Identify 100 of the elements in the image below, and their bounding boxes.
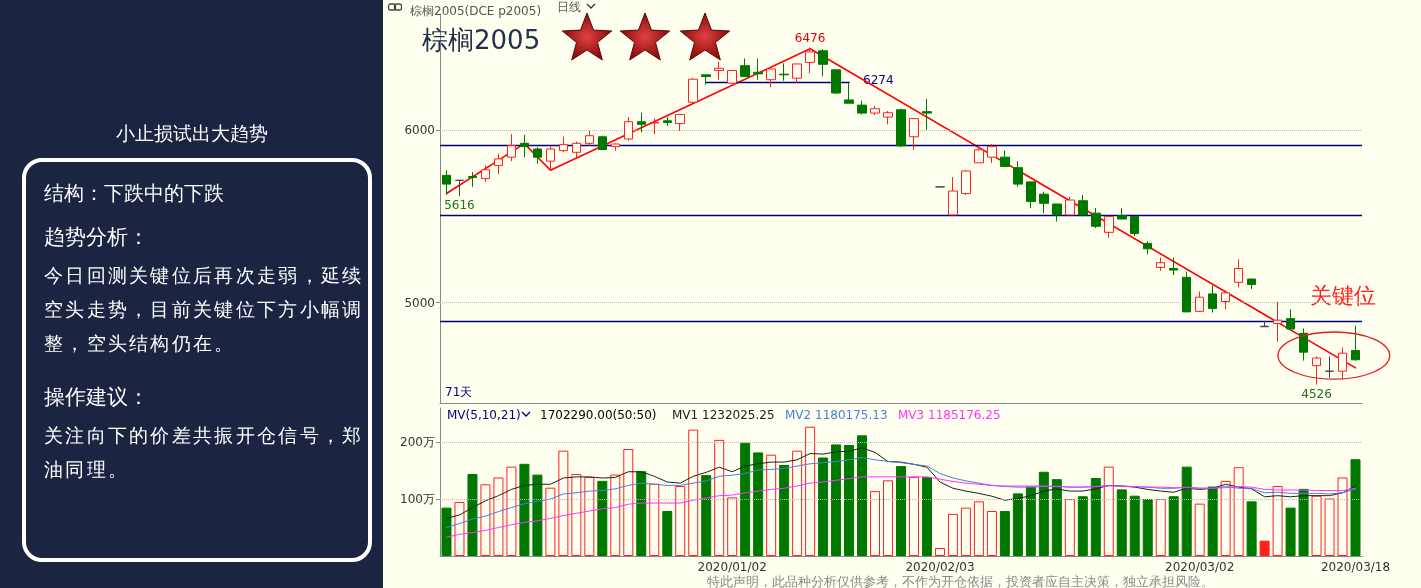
bar	[792, 450, 803, 556]
bar	[1194, 503, 1205, 556]
bar	[1116, 489, 1127, 556]
annotation: MV3 1185176.25	[898, 408, 1001, 422]
candlestick	[637, 112, 646, 133]
bar	[831, 444, 842, 556]
bar	[675, 485, 686, 556]
line-series	[445, 476, 1357, 538]
text: 特此声明，此品种分析仅供参考，不作为开仓依据，投资者应自主决策，独立承担风险。	[706, 574, 1214, 588]
candlestick	[883, 110, 893, 125]
x-tick-label: 2020/01/02	[697, 560, 767, 574]
chart-subtitle: 棕榈2005(DCE p2005)	[410, 4, 542, 18]
bar	[883, 480, 894, 556]
bar	[973, 501, 984, 556]
text: 小止损试出大趋势	[114, 121, 269, 146]
bar	[1220, 480, 1231, 556]
bar	[454, 501, 465, 556]
bar	[921, 476, 932, 556]
candlestick	[1234, 258, 1243, 288]
bar	[714, 439, 725, 556]
bar	[558, 450, 569, 556]
bar	[766, 454, 777, 556]
candlestick	[455, 179, 464, 197]
y-tick-label: 100万	[400, 492, 435, 507]
x-tick-label: 2020/03/02	[1165, 560, 1235, 574]
candlestick	[585, 130, 594, 147]
candlestick	[948, 176, 958, 216]
bar	[623, 448, 634, 556]
candlestick	[961, 169, 971, 196]
annotation: 5616	[444, 198, 475, 213]
bar	[662, 511, 673, 556]
candlestick	[1039, 191, 1049, 214]
candlestick	[1156, 257, 1165, 272]
bar	[779, 464, 790, 556]
candlestick	[611, 142, 620, 152]
bar	[844, 445, 855, 556]
candlestick	[663, 116, 672, 127]
bar	[753, 452, 764, 556]
x-tick-label: 2020/02/03	[905, 560, 975, 574]
bar	[1077, 496, 1088, 556]
bar	[519, 463, 530, 556]
x-tick-label: 2020/03/18	[1320, 560, 1391, 574]
bar	[441, 507, 452, 556]
candlestick	[1000, 150, 1010, 168]
candlestick	[533, 146, 542, 165]
bar	[999, 511, 1010, 556]
bar	[947, 513, 958, 556]
bar	[1090, 478, 1101, 556]
candlestick	[1286, 308, 1295, 330]
annotation: 6476	[794, 30, 826, 45]
bar	[1168, 496, 1179, 556]
candlestick	[1247, 278, 1256, 290]
candlestick	[831, 69, 841, 95]
candlestick	[805, 47, 815, 74]
candlestick	[753, 57, 763, 81]
candlestick	[468, 171, 477, 188]
candlestick	[572, 140, 581, 158]
candlestick	[1130, 215, 1139, 237]
candlestick	[1104, 215, 1114, 239]
candlestick	[1026, 181, 1036, 209]
candlestick	[1325, 355, 1334, 379]
candlestick	[792, 63, 802, 84]
bar	[1337, 477, 1348, 556]
candlestick	[1169, 257, 1178, 276]
bar	[480, 484, 491, 556]
bar	[960, 507, 971, 556]
candlestick	[857, 100, 867, 115]
candlestick	[688, 77, 698, 104]
candlestick	[598, 135, 607, 151]
candlestick	[974, 145, 984, 164]
candlestick	[766, 68, 776, 88]
bar	[1272, 485, 1283, 556]
candlestick	[1338, 347, 1347, 380]
bar	[636, 471, 647, 556]
candlestick	[1013, 160, 1023, 188]
bar	[1246, 501, 1257, 556]
annotation: 关键位	[1310, 282, 1376, 308]
bar	[857, 435, 868, 556]
candlestick	[922, 98, 932, 131]
candlestick	[779, 62, 789, 82]
bar	[934, 548, 945, 556]
bar	[493, 477, 504, 556]
bar	[896, 466, 906, 556]
bar	[1298, 488, 1309, 556]
candlestick	[909, 118, 919, 151]
bar	[1142, 499, 1153, 556]
y-tick-label: 5000	[404, 295, 435, 310]
bar	[545, 487, 556, 556]
candlestick	[896, 108, 906, 148]
candlestick	[481, 164, 490, 183]
rounded-frame: 结构：下跌中的下跌 趋势分析： 今日回测关键位后再次走弱，延续空头走势，目前关键位下方小幅调整，空头结构仍在。 操作建议： 关注向下的价差共振开仓信号，郑油同理。	[22, 158, 372, 562]
bar	[1311, 495, 1322, 556]
bar	[1350, 459, 1361, 556]
y-tick-label: 6000	[404, 122, 435, 137]
candlestick	[520, 134, 529, 158]
bar	[1064, 499, 1075, 556]
bar	[597, 480, 608, 556]
bar	[818, 457, 829, 556]
annotation: 6274	[863, 73, 894, 88]
bar	[506, 466, 517, 556]
